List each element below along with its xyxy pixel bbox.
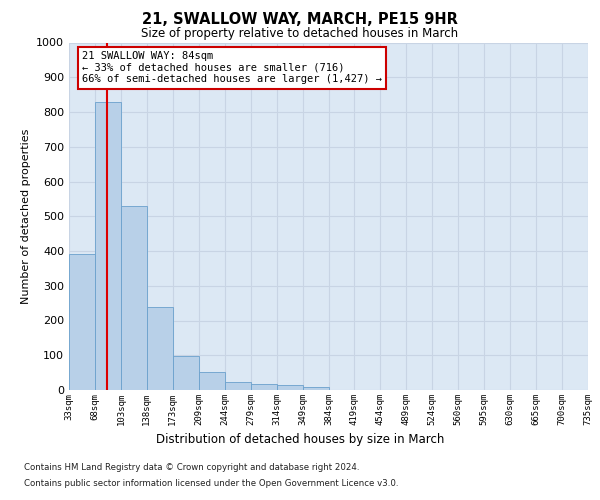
Bar [251,384,277,390]
Text: Distribution of detached houses by size in March: Distribution of detached houses by size … [156,432,444,446]
Bar [302,386,329,390]
Text: Contains public sector information licensed under the Open Government Licence v3: Contains public sector information licen… [24,478,398,488]
Text: Contains HM Land Registry data © Crown copyright and database right 2024.: Contains HM Land Registry data © Crown c… [24,464,359,472]
Bar [277,385,302,390]
Bar [173,356,199,390]
Text: 21 SWALLOW WAY: 84sqm
← 33% of detached houses are smaller (716)
66% of semi-det: 21 SWALLOW WAY: 84sqm ← 33% of detached … [82,51,382,84]
Bar [95,102,121,390]
Bar [121,206,147,390]
Y-axis label: Number of detached properties: Number of detached properties [20,128,31,304]
Bar [147,306,173,390]
Bar [199,372,224,390]
Text: 21, SWALLOW WAY, MARCH, PE15 9HR: 21, SWALLOW WAY, MARCH, PE15 9HR [142,12,458,28]
Text: Size of property relative to detached houses in March: Size of property relative to detached ho… [142,28,458,40]
Bar [225,382,251,390]
Bar [69,254,95,390]
